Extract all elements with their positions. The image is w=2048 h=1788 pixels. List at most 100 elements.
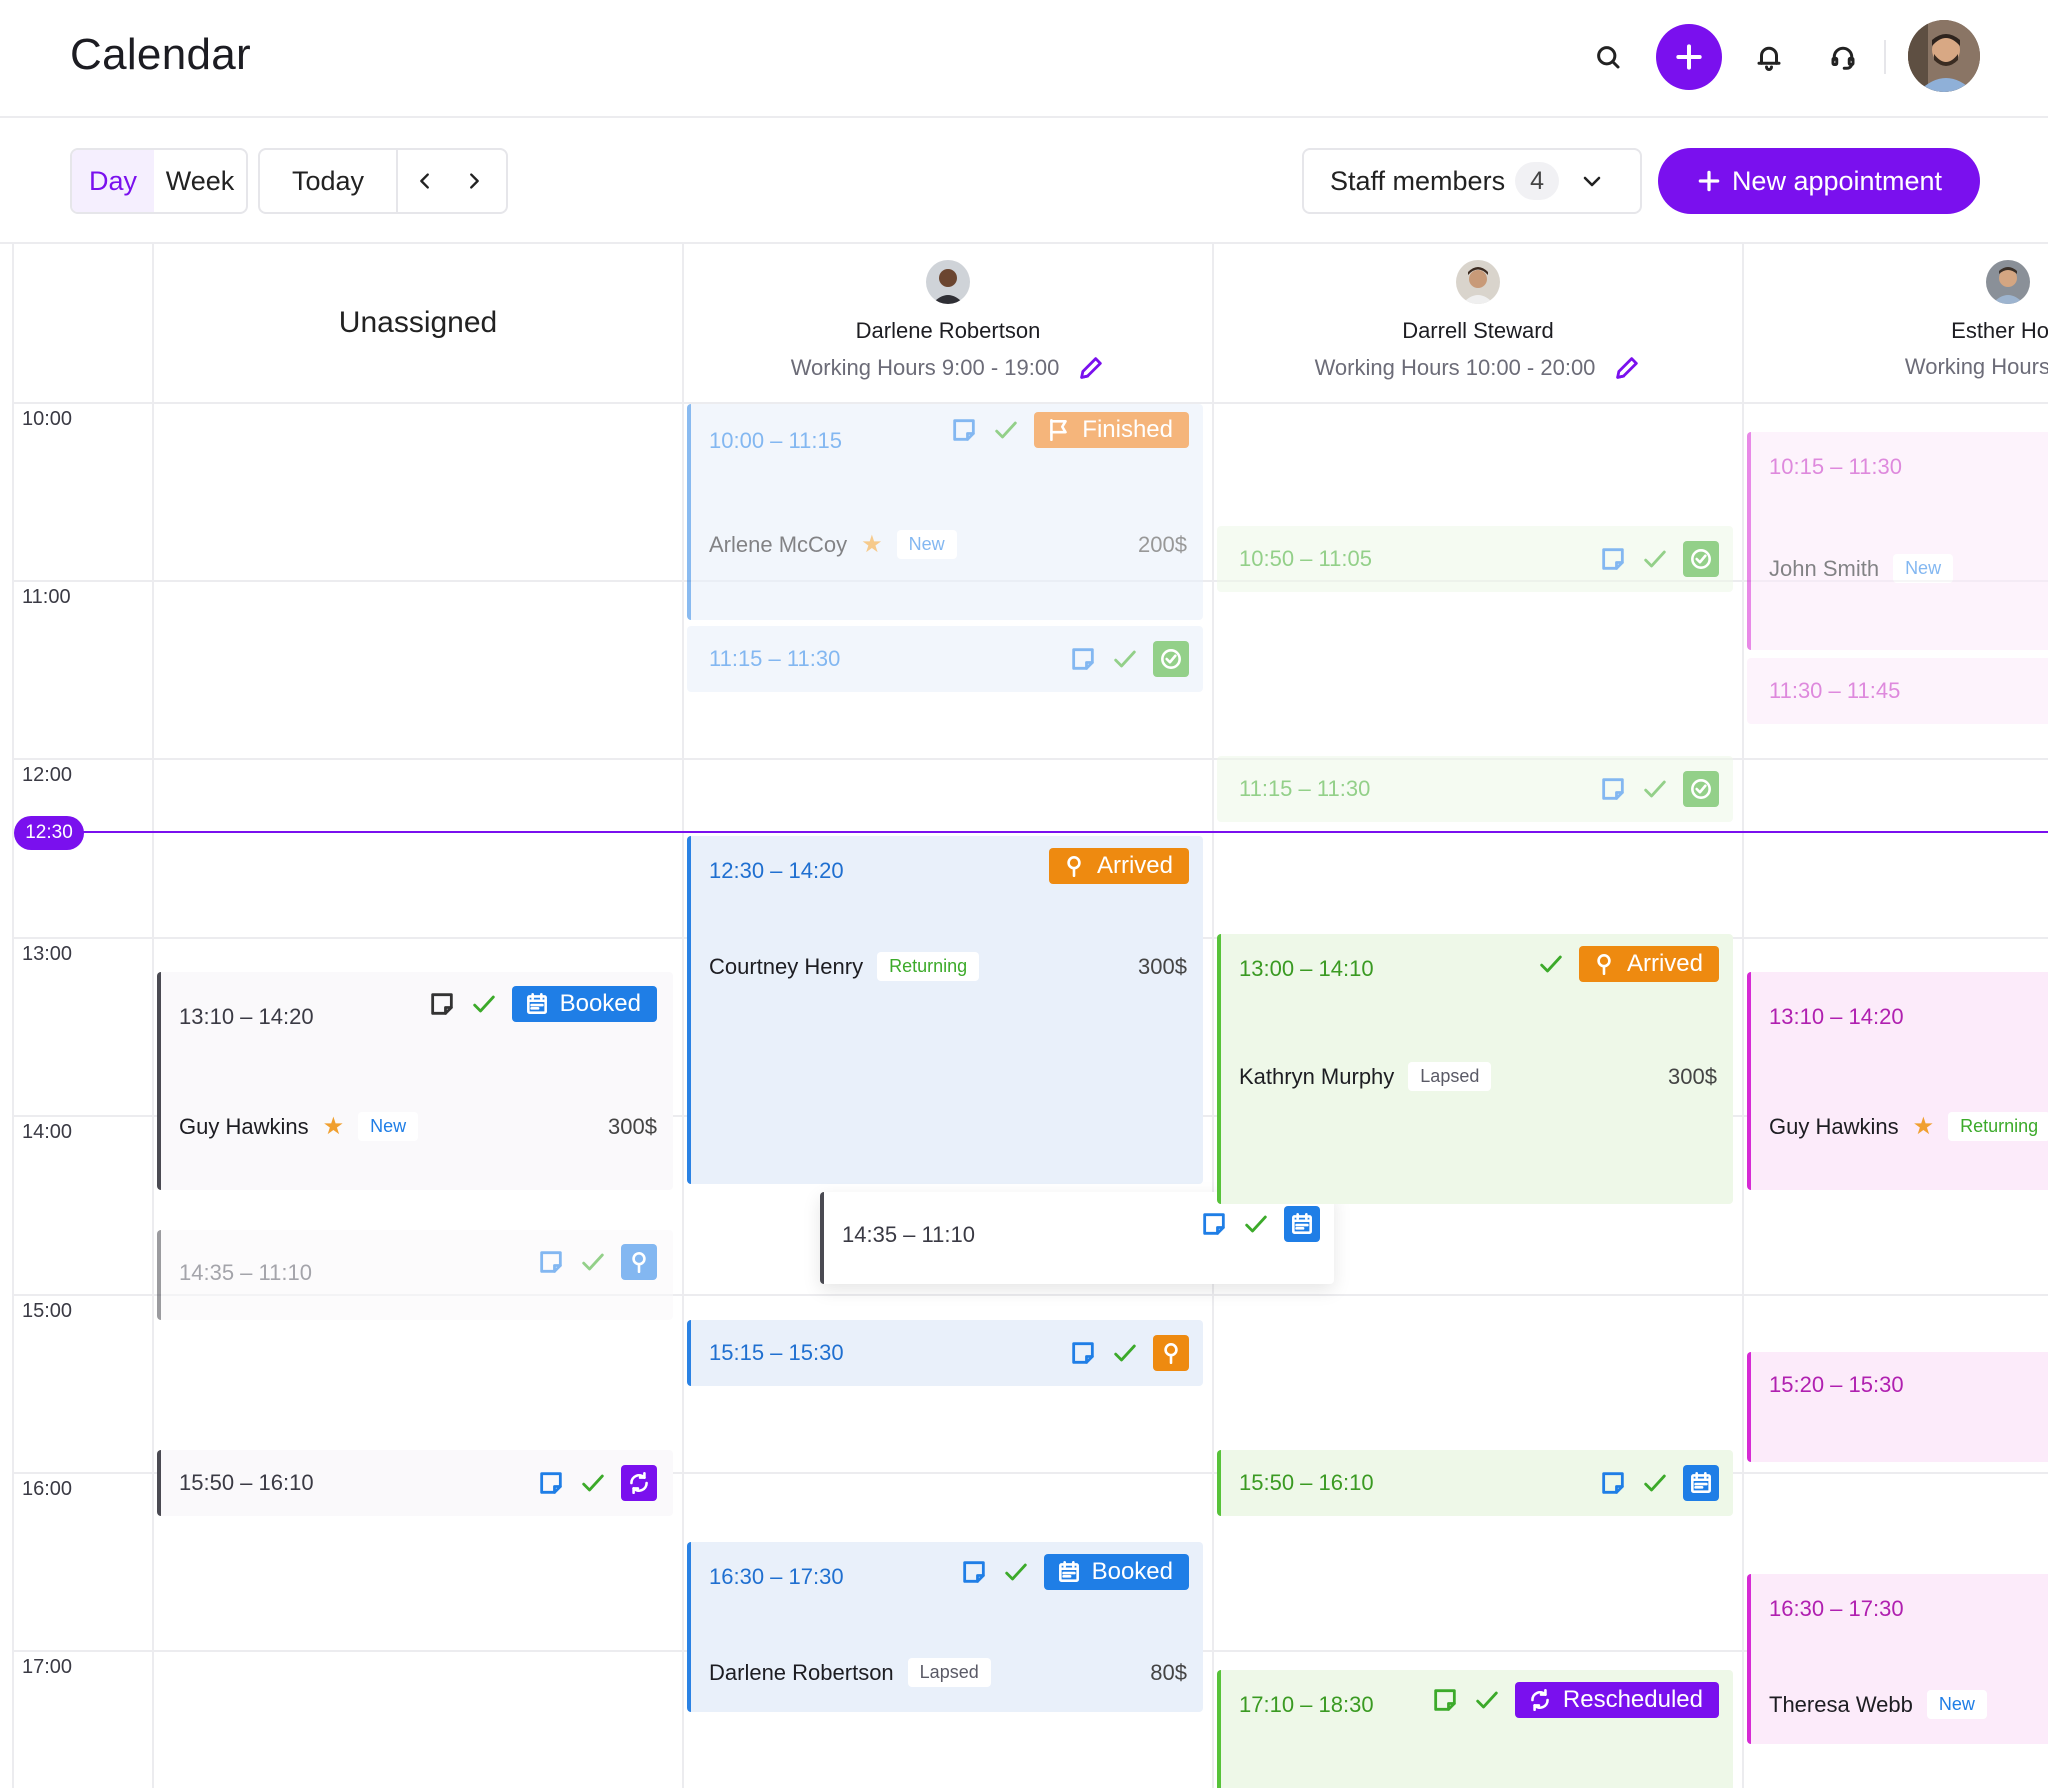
appointment-card-dragging[interactable]: 14:35 – 11:10 xyxy=(820,1192,1334,1284)
quick-add-button[interactable] xyxy=(1656,24,1722,90)
note-icon[interactable] xyxy=(1599,775,1627,803)
status-badge-booked[interactable]: Booked xyxy=(1043,1554,1189,1590)
note-icon[interactable] xyxy=(1431,1686,1459,1714)
status-confirmed-button[interactable] xyxy=(1683,541,1719,577)
user-photo xyxy=(1908,20,1980,92)
bell-icon xyxy=(1757,46,1781,71)
appointment-card[interactable]: 16:30 – 17:30 Theresa Webb New xyxy=(1747,1574,2048,1744)
appointment-card[interactable]: 10:00 – 11:15 Finished Arlene McCoy ★ Ne… xyxy=(687,404,1203,620)
appointment-card[interactable]: 17:10 – 18:30 Rescheduled xyxy=(1217,1670,1733,1788)
check-icon[interactable] xyxy=(1242,1210,1270,1238)
calendar-icon xyxy=(1292,1212,1312,1234)
appointment-card[interactable]: 15:20 – 15:30 xyxy=(1747,1352,2048,1462)
status-badge-label: Booked xyxy=(1091,1558,1173,1585)
note-icon[interactable] xyxy=(1599,545,1627,573)
note-icon[interactable] xyxy=(537,1248,565,1276)
status-booked-button[interactable] xyxy=(1683,1465,1719,1501)
status-arrived-button[interactable] xyxy=(1153,1335,1189,1371)
edit-pencil-icon[interactable] xyxy=(1077,354,1105,382)
today-button[interactable]: Today xyxy=(260,150,398,212)
status-badge-booked[interactable]: Booked xyxy=(511,986,657,1022)
appointment-time: 14:35 – 11:10 xyxy=(179,1260,312,1285)
check-icon[interactable] xyxy=(1537,950,1565,978)
appointment-card[interactable]: 13:10 – 14:20 Guy Hawkins ★ Returning xyxy=(1747,972,2048,1190)
check-icon[interactable] xyxy=(1473,1686,1501,1714)
appointment-card[interactable]: 15:15 – 15:30 xyxy=(687,1320,1203,1386)
edit-pencil-icon[interactable] xyxy=(1613,354,1641,382)
notifications-button[interactable] xyxy=(1736,24,1802,90)
support-button[interactable] xyxy=(1810,24,1876,90)
check-icon[interactable] xyxy=(1641,775,1669,803)
next-day-button[interactable] xyxy=(452,150,496,212)
appointment-time: 13:10 – 14:20 xyxy=(1769,1004,1904,1029)
note-icon[interactable] xyxy=(1069,1339,1097,1367)
appointment-card[interactable]: 16:30 – 17:30 Booked Darlene Robertson L… xyxy=(687,1542,1203,1712)
working-hours: Working Hours 9:00 - 19:00 xyxy=(683,354,1213,382)
note-icon[interactable] xyxy=(960,1558,988,1586)
working-hours-text: Working Hours 10:00 - 20:00 xyxy=(1314,355,1596,380)
staff-members-dropdown[interactable]: Staff members 4 xyxy=(1302,148,1642,214)
appointment-time: 11:30 – 11:45 xyxy=(1769,678,1901,703)
appointment-card[interactable]: 11:15 – 11:30 xyxy=(687,626,1203,692)
view-week-button[interactable]: Week xyxy=(165,165,235,196)
status-arrived-button[interactable] xyxy=(621,1244,657,1280)
appointment-card[interactable]: 14:35 – 11:10 xyxy=(157,1230,673,1320)
note-icon[interactable] xyxy=(1599,1469,1627,1497)
new-appointment-label: New appointment xyxy=(1731,165,1943,196)
plus-icon xyxy=(1676,44,1702,70)
view-day-button[interactable]: Day xyxy=(72,150,154,212)
check-icon[interactable] xyxy=(992,416,1020,444)
check-icon[interactable] xyxy=(579,1469,607,1497)
date-navigator: Today xyxy=(258,148,508,214)
appointment-actions xyxy=(1200,1206,1320,1242)
status-badge-arrived[interactable]: Arrived xyxy=(1578,946,1719,982)
status-badge-arrived[interactable]: Arrived xyxy=(1048,848,1189,884)
status-rescheduled-button[interactable] xyxy=(621,1465,657,1501)
appointment-client: Arlene McCoy ★ New xyxy=(709,530,957,559)
status-booked-button[interactable] xyxy=(1284,1206,1320,1242)
column-divider xyxy=(152,244,154,1788)
status-badge-rescheduled[interactable]: Rescheduled xyxy=(1514,1682,1719,1718)
calendar-icon xyxy=(1691,1471,1711,1493)
search-button[interactable] xyxy=(1575,24,1641,90)
status-confirmed-button[interactable] xyxy=(1683,771,1719,807)
check-icon[interactable] xyxy=(1641,545,1669,573)
status-badge-label: Booked xyxy=(559,990,641,1017)
new-appointment-button[interactable]: New appointment xyxy=(1658,148,1980,214)
appointment-card[interactable]: 15:50 – 16:10 xyxy=(157,1450,673,1516)
appointment-card[interactable]: 11:30 – 11:45 xyxy=(1747,658,2048,724)
note-icon[interactable] xyxy=(537,1469,565,1497)
check-icon[interactable] xyxy=(470,990,498,1018)
check-icon[interactable] xyxy=(1002,1558,1030,1586)
appointment-price: 300$ xyxy=(1668,1064,1717,1089)
appointment-card[interactable]: 13:10 – 14:20 Booked Guy Hawkins ★ New 3… xyxy=(157,972,673,1190)
appointment-card[interactable]: 10:15 – 11:30 John Smith New xyxy=(1747,432,2048,650)
appointment-time: 10:15 – 11:30 xyxy=(1769,454,1902,479)
note-icon[interactable] xyxy=(1069,645,1097,673)
appointment-card[interactable]: 15:50 – 16:10 xyxy=(1217,1450,1733,1516)
appointment-actions xyxy=(1069,641,1189,677)
status-badge-finished[interactable]: Finished xyxy=(1034,412,1189,448)
status-confirmed-button[interactable] xyxy=(1153,641,1189,677)
check-icon[interactable] xyxy=(1111,1339,1139,1367)
user-avatar[interactable] xyxy=(1908,20,1980,92)
check-icon[interactable] xyxy=(1641,1469,1669,1497)
time-label: 11:00 xyxy=(22,586,71,608)
appointment-card[interactable]: 11:15 – 11:30 xyxy=(1217,756,1733,822)
note-icon[interactable] xyxy=(1200,1210,1228,1238)
note-icon[interactable] xyxy=(950,416,978,444)
check-icon[interactable] xyxy=(1111,645,1139,673)
previous-day-button[interactable] xyxy=(398,150,452,212)
appointment-card[interactable]: 12:30 – 14:20 Arrived Courtney Henry Ret… xyxy=(687,836,1203,1184)
appointment-actions xyxy=(1599,771,1719,807)
time-label: 14:00 xyxy=(22,1121,73,1143)
appointment-client: Courtney Henry Returning xyxy=(709,952,980,981)
appointment-card[interactable]: 13:00 – 14:10 Arrived Kathryn Murphy Lap… xyxy=(1217,934,1733,1204)
appointment-card[interactable]: 10:50 – 11:05 xyxy=(1217,526,1733,592)
plus-icon xyxy=(1698,170,1720,192)
pin-icon xyxy=(1067,856,1081,878)
check-icon[interactable] xyxy=(579,1248,607,1276)
note-icon[interactable] xyxy=(428,990,456,1018)
time-label: 12:00 xyxy=(22,764,73,786)
appointment-time: 11:15 – 11:30 xyxy=(709,646,841,671)
